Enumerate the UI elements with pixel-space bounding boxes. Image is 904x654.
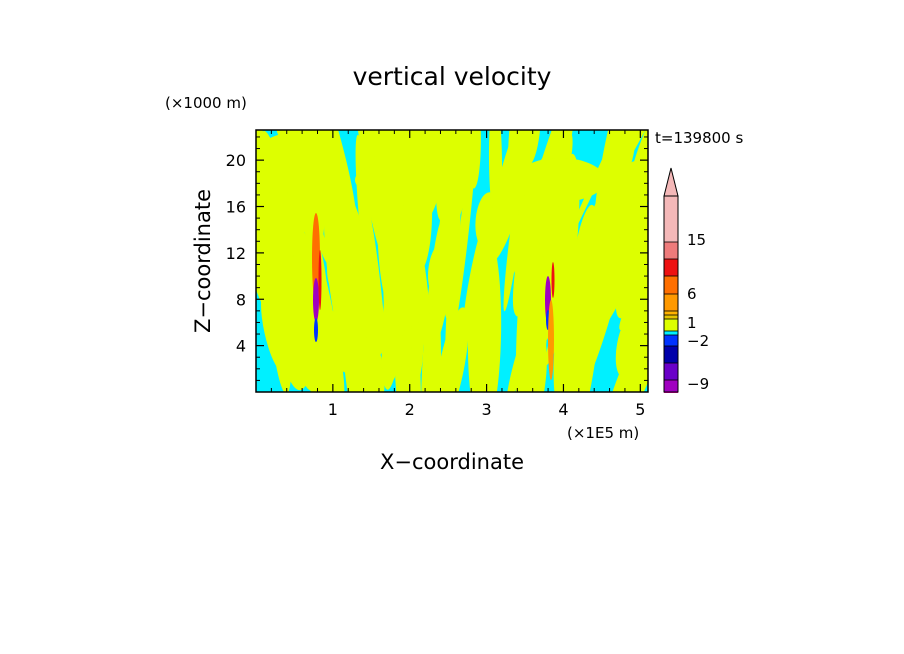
- y-tick-label: 12: [226, 244, 246, 263]
- updraft-core: [318, 250, 322, 310]
- colorbar-bin: [664, 346, 678, 363]
- field-patch: [600, 202, 640, 238]
- y-tick-label: 8: [236, 290, 246, 309]
- colorbar-bin: [664, 380, 678, 392]
- x-tick-label: 4: [558, 400, 568, 419]
- x-axis-label: X−coordinate: [380, 450, 524, 474]
- y-tick-label: 4: [236, 337, 246, 356]
- plot-frame: [255, 129, 649, 393]
- x-tick-label: 5: [635, 400, 645, 419]
- field-streak: [261, 290, 288, 372]
- colorbar-bin: [664, 259, 678, 276]
- updraft-core: [314, 318, 318, 342]
- colorbar-tick-label: −9: [687, 375, 709, 393]
- updraft-core: [313, 278, 319, 322]
- field-streak: [519, 250, 549, 392]
- time-label: t=139800 s: [655, 129, 743, 147]
- field-streak: [615, 180, 648, 319]
- field-patch: [410, 132, 470, 168]
- field-streak: [432, 133, 463, 342]
- y-unit-label: (×1000 m): [165, 94, 247, 112]
- colorbar-tick-label: 1: [687, 314, 697, 332]
- field-streak: [444, 193, 461, 392]
- field-streak: [600, 291, 648, 392]
- colorbar-extend-arrow: [663, 167, 679, 197]
- x-tick-label: 2: [405, 400, 415, 419]
- field-streak: [382, 184, 400, 380]
- colorbar-bin: [664, 335, 678, 346]
- field-streak: [467, 231, 502, 392]
- colorbar-bin: [664, 196, 678, 242]
- y-axis: 4 8 12 16 20: [226, 136, 648, 381]
- updraft-core: [551, 262, 555, 298]
- colorbar-bin: [664, 363, 678, 380]
- field-streak: [350, 270, 364, 315]
- colorbar-bin: [664, 319, 678, 331]
- y-axis-label: Z−coordinate: [191, 189, 215, 333]
- field-streak: [327, 245, 345, 340]
- field-contours: [256, 130, 648, 392]
- colorbar-tick-label: 6: [687, 285, 697, 303]
- colorbar-bin: [664, 242, 678, 259]
- field-patch: [355, 166, 405, 194]
- y-tick-label: 16: [226, 198, 246, 217]
- field-streak: [616, 130, 648, 287]
- colorbar-bin: [664, 276, 678, 294]
- field-streak: [412, 233, 431, 353]
- field-streak: [355, 229, 384, 356]
- field-patch: [515, 158, 605, 202]
- field-streak: [619, 256, 648, 331]
- colorbar-bin: [664, 311, 678, 315]
- colorbar-tick-label: 15: [687, 231, 706, 249]
- updraft-core: [312, 213, 320, 303]
- x-unit-label: (×1E5 m): [567, 424, 639, 442]
- y-tick-label: 20: [226, 151, 246, 170]
- chart-title: vertical velocity: [353, 62, 552, 91]
- x-axis: 1 2 3 4 5: [270, 130, 645, 419]
- colorbar-bin: [664, 331, 678, 335]
- field-streak: [352, 345, 373, 392]
- colorbar-tick-label: −2: [687, 332, 709, 350]
- x-tick-label: 3: [481, 400, 491, 419]
- field-streak: [594, 130, 648, 245]
- colorbar-bin: [664, 315, 678, 319]
- colorbar: 15 6 1−2 −9: [663, 167, 709, 393]
- x-tick-label: 1: [328, 400, 338, 419]
- updraft-core: [548, 300, 554, 380]
- colorbar-bin: [664, 294, 678, 311]
- field-streak: [487, 130, 539, 263]
- field-patch: [260, 132, 340, 168]
- plot-area: [256, 130, 648, 392]
- colorbar-frame: [663, 195, 679, 393]
